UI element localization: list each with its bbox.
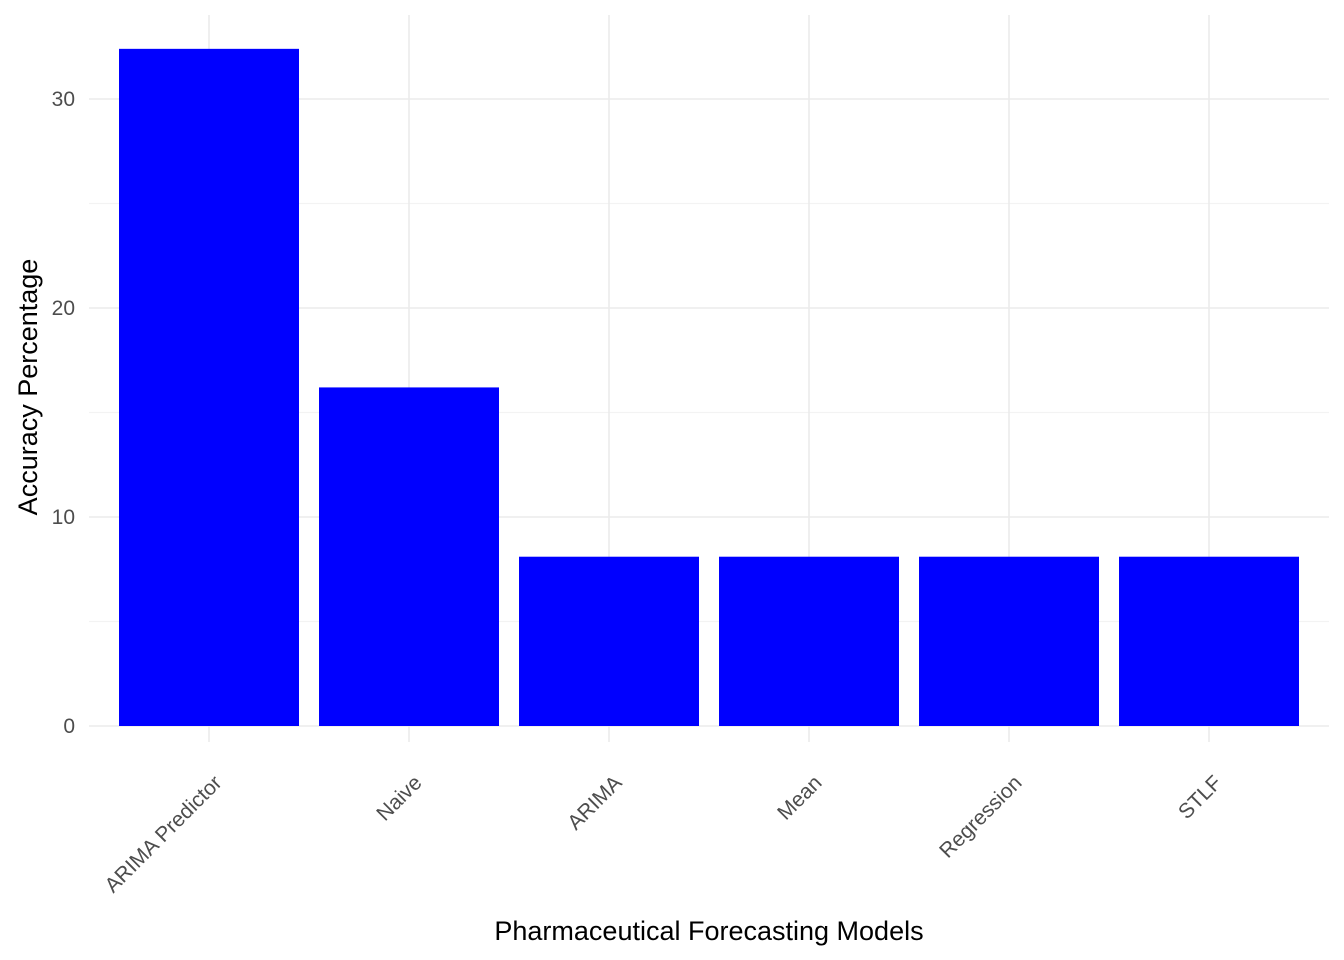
bar-arima-predictor — [119, 48, 299, 726]
bar-stlf — [1119, 556, 1299, 726]
y-tick-label: 0 — [63, 715, 75, 738]
x-axis-tick-labels: ARIMA Predictor Naive ARIMA Mean Regression S… — [101, 771, 1227, 897]
bar-mean — [719, 556, 899, 726]
bars — [119, 48, 1299, 726]
y-axis-title: Accuracy Percentage — [13, 259, 43, 516]
y-tick-label: 20 — [52, 297, 75, 320]
x-tick-label: Regression — [935, 771, 1026, 862]
x-tick-label: ARIMA Predictor — [101, 771, 227, 897]
x-tick-label: STLF — [1174, 771, 1227, 824]
y-axis-tick-labels: 0 10 20 30 — [52, 88, 75, 738]
y-tick-label: 10 — [52, 506, 75, 529]
y-tick-label: 30 — [52, 88, 75, 111]
bar-arima — [519, 556, 699, 726]
x-tick-label: Mean — [773, 771, 826, 824]
bar-regression — [919, 556, 1099, 726]
x-tick-label: ARIMA — [563, 771, 626, 834]
x-tick-label: Naive — [372, 771, 426, 825]
x-axis-title: Pharmaceutical Forecasting Models — [494, 916, 923, 946]
bar-naive — [319, 387, 499, 726]
